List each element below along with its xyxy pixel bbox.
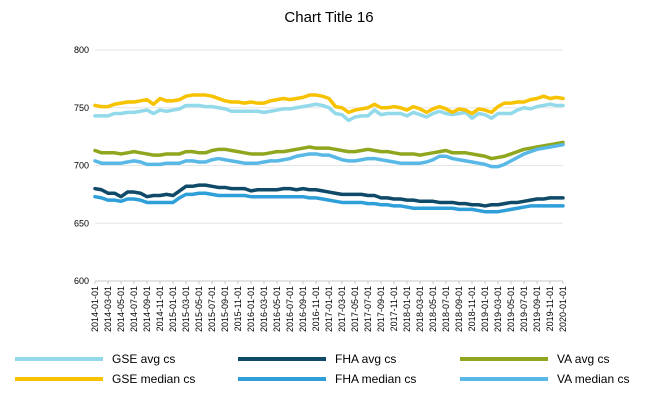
x-tick-label: 2016-07-01 — [285, 286, 295, 332]
x-tick-label: 2019-09-01 — [532, 286, 542, 332]
series-line-fha-median-cs — [93, 191, 565, 214]
x-tick-label: 2015-05-01 — [194, 286, 204, 332]
x-tick-label: 2019-03-01 — [493, 286, 503, 332]
legend-label: GSE avg cs — [112, 352, 175, 366]
y-axis-ticks: 600 650 700 750 800 — [74, 45, 89, 286]
y-tick-label: 600 — [74, 276, 89, 286]
y-tick-label: 650 — [74, 218, 89, 228]
x-tick-label: 2014-07-01 — [129, 286, 139, 332]
x-tick-label: 2015-01-01 — [168, 286, 178, 332]
y-tick-label: 750 — [74, 103, 89, 113]
x-tick-label: 2015-11-01 — [233, 286, 243, 331]
x-tick-label: 2014-01-01 — [90, 286, 100, 332]
x-tick-label: 2018-09-01 — [454, 286, 464, 332]
chart-title: Chart Title 16 — [284, 9, 373, 26]
legend-label: VA median cs — [557, 372, 629, 386]
x-tick-label: 2014-03-01 — [103, 286, 113, 332]
x-axis-ticks: 2014-01-01 2014-03-01 2014-05-01 2014-07-01… — [90, 281, 568, 332]
x-tick-label: 2020-01-01 — [558, 286, 568, 332]
y-tick-label: 700 — [74, 161, 89, 171]
series-line-va-median-cs — [93, 142, 565, 169]
legend-label: FHA avg cs — [335, 352, 396, 366]
legend-label: GSE median cs — [112, 372, 195, 386]
x-tick-label: 2018-07-01 — [441, 286, 451, 332]
x-tick-label: 2019-05-01 — [506, 286, 516, 332]
x-tick-label: 2017-05-01 — [350, 286, 360, 332]
x-tick-label: 2017-01-01 — [324, 286, 334, 332]
legend-label: FHA median cs — [335, 372, 416, 386]
series-line-gse-median-cs — [93, 93, 565, 116]
x-tick-label: 2015-03-01 — [181, 286, 191, 332]
x-tick-label: 2017-03-01 — [337, 286, 347, 332]
x-tick-label: 2018-01-01 — [402, 286, 412, 332]
series-line-gse-avg-cs — [93, 102, 565, 123]
series-line-va-avg-cs — [93, 140, 565, 161]
x-tick-label: 2016-09-01 — [298, 286, 308, 332]
x-tick-label: 2019-11-01 — [545, 286, 555, 331]
x-tick-label: 2017-09-01 — [376, 286, 386, 332]
x-tick-label: 2017-11-01 — [389, 286, 399, 331]
x-tick-label: 2014-09-01 — [142, 286, 152, 332]
x-tick-label: 2017-07-01 — [363, 286, 373, 332]
legend-label: VA avg cs — [557, 352, 609, 366]
series-line-fha-avg-cs — [93, 183, 565, 208]
x-tick-label: 2014-11-01 — [155, 286, 165, 331]
x-tick-label: 2016-05-01 — [272, 286, 282, 332]
x-tick-label: 2019-07-01 — [519, 286, 529, 332]
x-tick-label: 2016-11-01 — [311, 286, 321, 331]
x-tick-label: 2015-07-01 — [207, 286, 217, 332]
x-tick-label: 2018-05-01 — [428, 286, 438, 332]
series-lines — [93, 93, 565, 214]
x-tick-label: 2019-01-01 — [480, 286, 490, 332]
y-tick-label: 800 — [74, 45, 89, 55]
x-tick-label: 2018-11-01 — [467, 286, 477, 331]
x-tick-label: 2015-09-01 — [220, 286, 230, 332]
x-tick-label: 2016-01-01 — [246, 286, 256, 332]
x-tick-label: 2018-03-01 — [415, 286, 425, 332]
legend: GSE avg cs FHA avg cs VA avg cs GSE median … — [15, 352, 629, 386]
x-tick-label: 2016-03-01 — [259, 286, 269, 332]
x-tick-label: 2014-05-01 — [116, 286, 126, 332]
